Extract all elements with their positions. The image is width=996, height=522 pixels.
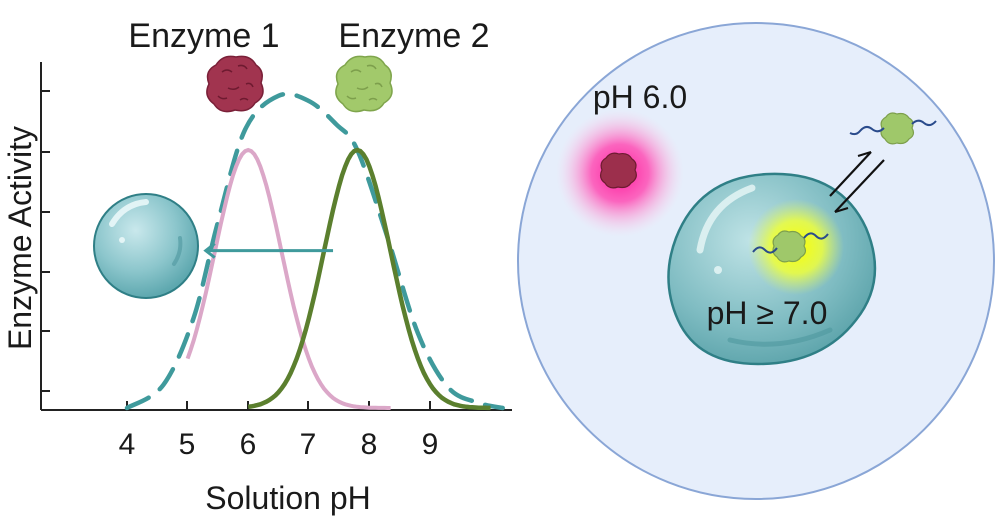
enzyme-2-protein-icon — [335, 55, 393, 113]
x-tick-label: 4 — [119, 428, 136, 461]
x-tick-label: 5 — [179, 428, 196, 461]
enzyme-1-activity-curve — [185, 147, 391, 410]
activity-plot: 4 5 6 7 8 9 Solution pH Enzyme Activity … — [2, 17, 512, 516]
equilibrium-arrows-icon — [829, 150, 885, 214]
inner-ph-label: pH ≥ 7.0 — [707, 295, 828, 331]
shift-arrow-head — [203, 242, 216, 259]
x-tick-label: 8 — [361, 428, 378, 461]
enzyme-2-tail-icon — [752, 232, 829, 254]
enzyme-1-protein-icon — [599, 152, 637, 189]
cell-illustration: pH 6.0 pH ≥ 7.0 — [517, 22, 995, 500]
enzyme-2-protein-icon — [880, 112, 915, 145]
enzyme-2-activity-curve — [247, 147, 491, 411]
x-tick-label: 7 — [300, 428, 317, 461]
y-ticks — [41, 90, 50, 392]
x-tick-label: 9 — [422, 428, 439, 461]
y-axis-label: Enzyme Activity — [2, 126, 38, 350]
outer-ph-label: pH 6.0 — [593, 79, 687, 115]
enzyme-2-tail-icon — [849, 119, 937, 136]
enzyme-2-label: Enzyme 2 — [338, 17, 489, 55]
vesicle-icon — [93, 193, 199, 299]
enzyme-2-protein-icon — [772, 230, 807, 263]
envelope-dashed-curve — [124, 91, 505, 411]
x-axis-label: Solution pH — [205, 480, 370, 516]
x-tick-label: 6 — [240, 428, 257, 461]
enzyme-1-protein-icon — [206, 55, 264, 113]
enzyme-1-label: Enzyme 1 — [128, 17, 279, 55]
